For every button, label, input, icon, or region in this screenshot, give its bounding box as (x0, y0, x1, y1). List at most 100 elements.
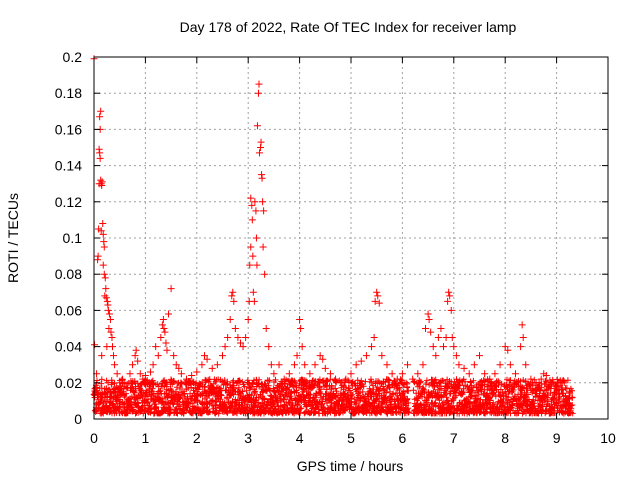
data-point (170, 352, 178, 360)
data-point (445, 288, 453, 296)
data-point (424, 310, 432, 318)
data-point (160, 325, 168, 332)
data-point (252, 207, 260, 215)
data-point (332, 375, 340, 383)
data-point (470, 361, 478, 369)
data-point (101, 292, 109, 300)
data-point (374, 292, 382, 300)
data-point (100, 238, 108, 246)
data-point (460, 364, 468, 372)
data-point (96, 113, 104, 121)
data-point (519, 334, 527, 342)
data-point (522, 361, 530, 369)
data-point (221, 343, 229, 351)
data-point (368, 343, 376, 351)
data-point (247, 194, 255, 202)
data-point (260, 207, 268, 215)
data-point (134, 357, 142, 365)
y-tick-label: 0.16 (55, 121, 82, 137)
data-point (244, 315, 252, 323)
x-tick-label: 10 (600, 430, 616, 446)
data-point (126, 370, 134, 378)
data-point (362, 352, 370, 360)
data-point (425, 315, 433, 323)
data-point (553, 382, 561, 390)
data-point (342, 375, 350, 383)
data-point (301, 361, 309, 369)
data-point (99, 261, 107, 269)
data-point (434, 334, 442, 342)
x-tick-label: 8 (501, 430, 509, 446)
data-point (265, 343, 273, 351)
data-point (224, 334, 232, 342)
data-point (102, 294, 110, 302)
data-point (257, 138, 265, 146)
data-point (248, 216, 256, 224)
data-point (154, 352, 162, 360)
y-tick-label: 0 (74, 411, 82, 427)
data-point (230, 297, 238, 305)
data-point (321, 364, 329, 372)
data-point (419, 361, 427, 369)
data-point (105, 310, 113, 318)
data-point (444, 297, 452, 305)
data-point (249, 252, 257, 260)
data-point (102, 285, 110, 293)
data-point (172, 361, 180, 369)
data-point (98, 178, 106, 186)
data-point (108, 334, 116, 342)
data-point (121, 379, 129, 387)
data-point (481, 370, 489, 378)
data-point (111, 361, 119, 369)
y-tick-label: 0.08 (55, 266, 82, 282)
data-point (100, 243, 108, 251)
data-point (95, 145, 103, 153)
y-tick-label: 0.04 (55, 339, 82, 355)
data-point (383, 361, 391, 369)
data-point (94, 252, 102, 260)
data-point (97, 176, 105, 184)
data-point (517, 343, 525, 351)
data-point (94, 256, 102, 264)
data-point (236, 339, 244, 347)
x-tick-label: 9 (553, 430, 561, 446)
data-point (452, 352, 460, 360)
y-tick-label: 0.18 (55, 85, 82, 101)
data-point (219, 352, 226, 360)
data-point (496, 361, 504, 369)
data-point (506, 361, 514, 369)
y-tick-label: 0.1 (63, 230, 83, 246)
data-point (504, 346, 512, 354)
y-axis-label: ROTI / TECUs (5, 193, 21, 283)
x-tick-label: 4 (296, 430, 304, 446)
data-point (404, 361, 412, 369)
data-point (414, 370, 422, 378)
data-point (437, 325, 445, 332)
data-point (422, 325, 430, 332)
data-point (163, 346, 171, 354)
data-point (252, 234, 260, 242)
data-point (427, 328, 435, 336)
axis-ticks: 0 1 2 3 4 5 6 7 8 9 10 0 0.02 0.04 0.06 0.08 0.1 0.12 0.14… (55, 49, 616, 446)
data-point (213, 361, 221, 369)
data-point (446, 292, 454, 300)
data-point (432, 352, 440, 360)
data-point (558, 379, 566, 387)
data-point (167, 285, 175, 293)
data-point (537, 375, 545, 383)
data-point (280, 375, 288, 383)
data-point (239, 343, 247, 351)
data-point (455, 361, 463, 369)
data-point (103, 297, 111, 305)
x-tick-label: 3 (244, 430, 252, 446)
data-point (165, 310, 173, 318)
data-point (270, 370, 278, 378)
data-point (105, 325, 113, 332)
data-point (100, 270, 108, 278)
data-point (246, 261, 254, 269)
data-point (249, 288, 257, 296)
y-tick-label: 0.06 (55, 302, 82, 318)
data-point (262, 325, 270, 332)
data-point (371, 297, 379, 305)
data-point (91, 341, 99, 349)
